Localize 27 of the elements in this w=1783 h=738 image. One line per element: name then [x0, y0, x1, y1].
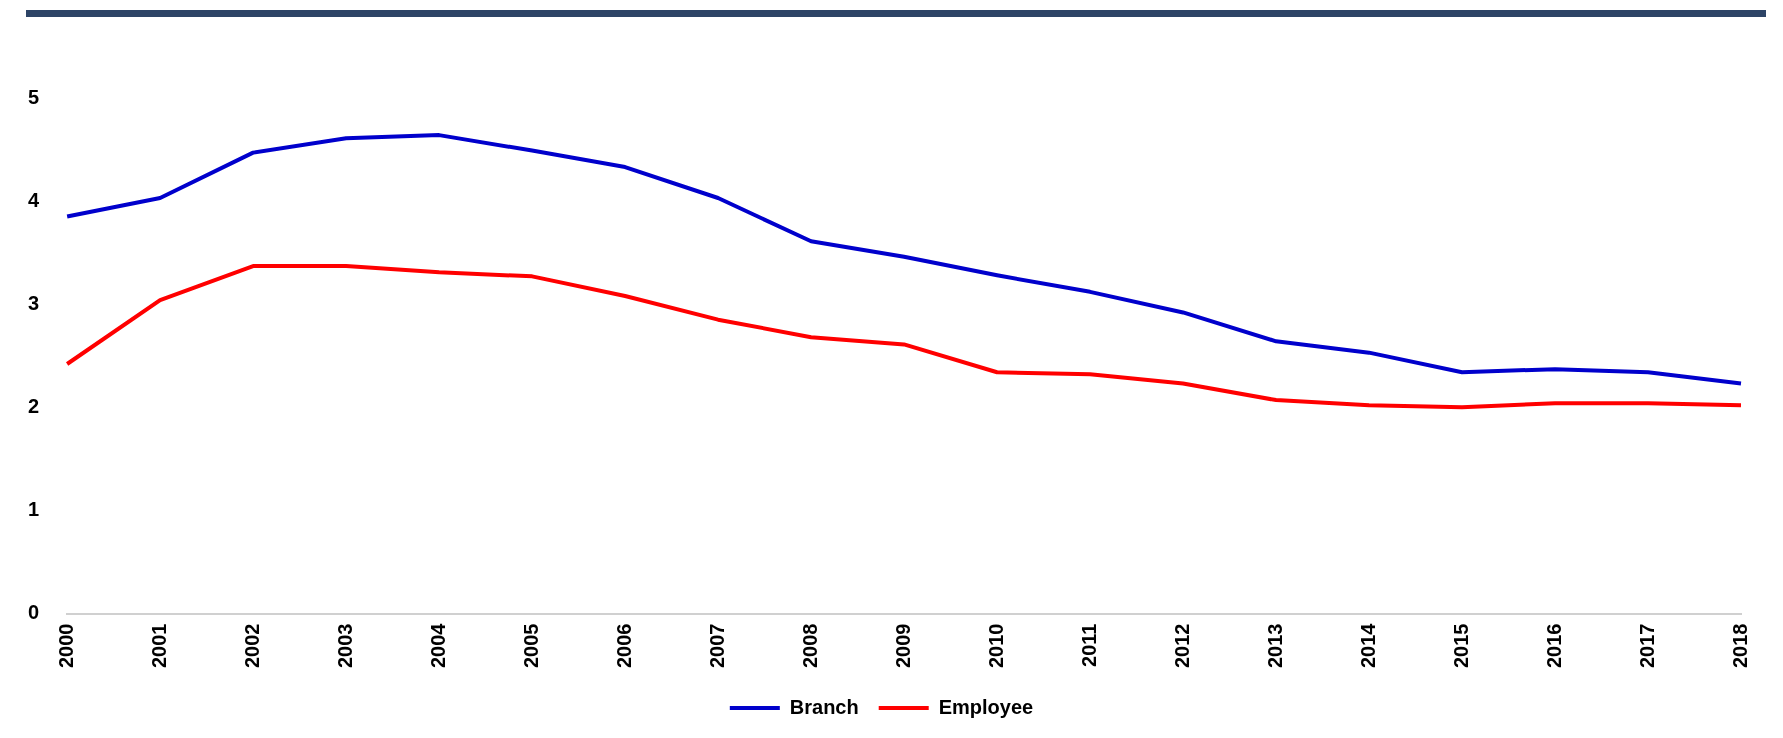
x-tick-label: 2003 [333, 623, 356, 669]
y-tick-label: 2 [28, 394, 40, 417]
y-tick-label: 5 [28, 85, 40, 108]
x-tick-label: 2005 [519, 623, 542, 669]
x-tick-label: 2017 [1635, 623, 1658, 669]
x-tick-label: 2004 [426, 622, 449, 669]
x-tick-label: 2009 [891, 623, 914, 669]
x-tick-label: 2002 [240, 623, 263, 669]
y-tick-label: 3 [28, 291, 40, 314]
x-tick-label: 2008 [798, 623, 821, 669]
x-tick-label: 2016 [1542, 623, 1565, 669]
x-tick-label: 2015 [1449, 623, 1472, 669]
x-tick-label: 2013 [1263, 623, 1286, 669]
x-tick-label: 2010 [984, 623, 1007, 669]
x-tick-label: 2001 [147, 623, 170, 669]
legend-label: Branch [789, 695, 859, 718]
y-tick-label: 1 [28, 497, 40, 520]
x-tick-label: 2006 [612, 623, 635, 669]
y-tick-label: 0 [28, 601, 40, 624]
x-tick-label: 2000 [54, 623, 77, 669]
x-tick-label: 2012 [1170, 623, 1193, 669]
x-tick-label: 2007 [705, 623, 728, 669]
x-tick-label: 2018 [1728, 623, 1751, 669]
x-tick-label: 2011 [1077, 623, 1100, 667]
x-tick-label: 2014 [1356, 622, 1379, 669]
legend-label: Employee [938, 695, 1034, 718]
y-tick-label: 4 [28, 188, 40, 211]
